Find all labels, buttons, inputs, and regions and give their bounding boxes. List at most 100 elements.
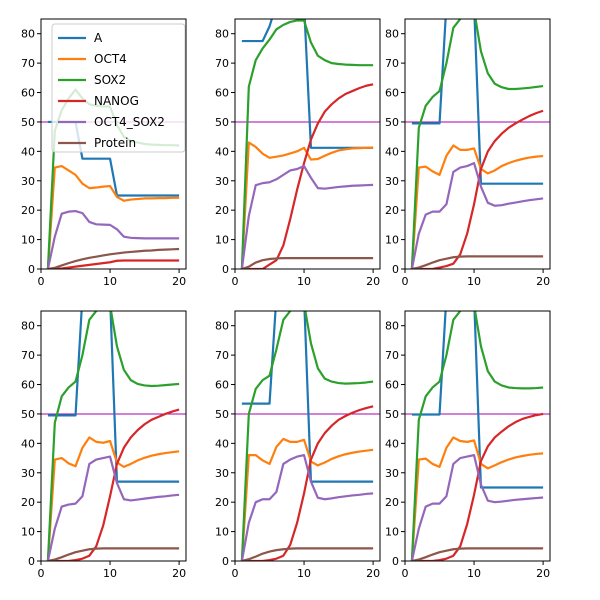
- panel-frame: [234, 310, 381, 562]
- y-tick-label: 40: [215, 145, 229, 158]
- panel-2: 0 10 20 0 10 20 30 40 50 60 70 80: [215, 18, 381, 288]
- legend-label-a: A: [94, 31, 103, 45]
- y-tick-label: 20: [215, 496, 229, 509]
- series-line-oct4: [410, 144, 544, 269]
- legend-label-oct4: OCT4: [94, 52, 127, 66]
- x-tick-label: 10: [467, 275, 481, 288]
- y-tick-label: 80: [385, 28, 399, 41]
- x-tick-label: 10: [297, 567, 311, 580]
- x-tick-label: 20: [536, 567, 550, 580]
- series-group: [240, 311, 374, 561]
- series-line-protein: [47, 247, 180, 269]
- x-tick-label: 0: [232, 567, 239, 580]
- series-line-sox2: [240, 311, 374, 561]
- x-tick-label: 0: [402, 275, 409, 288]
- y-tick-label: 20: [21, 204, 35, 217]
- x-tick-label: 10: [103, 567, 117, 580]
- y-tick-label: 10: [385, 234, 399, 247]
- panel-4: 0 10 20 0 10 20 30 40 50 60 70 80: [21, 310, 187, 580]
- y-tick-label: 20: [21, 496, 35, 509]
- y-tick-label: 10: [385, 526, 399, 539]
- legend-label-sox2: SOX2: [94, 73, 126, 87]
- series-line-nanog: [47, 408, 180, 561]
- series-line-oct4-sox2: [46, 209, 180, 269]
- y-tick-label: 40: [21, 437, 35, 450]
- legend-label-oct4-sox2: OCT4_SOX2: [94, 115, 165, 129]
- x-tick-label: 10: [103, 275, 117, 288]
- y-tick-label: 30: [385, 175, 399, 188]
- y-tick-label: 60: [385, 87, 399, 100]
- panel-frame: [404, 18, 551, 270]
- series-line-protein: [241, 547, 374, 561]
- y-tick-label: 0: [222, 555, 229, 568]
- y-tick-label: 50: [21, 116, 35, 129]
- y-tick-label: 20: [385, 204, 399, 217]
- y-tick-label: 0: [392, 555, 399, 568]
- x-tick-label: 20: [172, 275, 186, 288]
- series-line-oct4: [240, 141, 374, 269]
- series-line-sox2: [410, 311, 544, 561]
- y-tick-label: 10: [21, 234, 35, 247]
- panel-5: 0 10 20 0 10 20 30 40 50 60 70 80: [215, 310, 381, 580]
- x-tick-label: 20: [366, 567, 380, 580]
- panel-1: 0 10 20 0 10 20 30 40 50 60 70 80 A OCT4 SOX2 NANOG OCT4…: [21, 18, 187, 288]
- series-group: [46, 311, 180, 561]
- panel-frame: [404, 310, 551, 562]
- series-line-oct4: [46, 436, 180, 561]
- y-tick-label: 40: [385, 145, 399, 158]
- legend-box: [51, 23, 186, 153]
- series-line-oct4: [410, 436, 544, 561]
- y-tick-label: 80: [215, 28, 229, 41]
- y-tick-label: 80: [21, 320, 35, 333]
- series-line-oct4-sox2: [410, 454, 544, 561]
- y-tick-label: 0: [392, 263, 399, 276]
- series-group: [410, 311, 544, 561]
- y-tick-label: 80: [385, 320, 399, 333]
- series-line-protein: [47, 547, 180, 561]
- series-line-a: [411, 311, 544, 489]
- y-tick-label: 50: [215, 116, 229, 129]
- legend: A OCT4 SOX2 NANOG OCT4_SOX2 Protein: [51, 23, 186, 153]
- y-tick-label: 40: [215, 437, 229, 450]
- series-line-a: [241, 19, 374, 149]
- y-tick-label: 60: [215, 87, 229, 100]
- y-tick-label: 20: [215, 204, 229, 217]
- y-tick-label: 40: [385, 437, 399, 450]
- series-line-nanog: [241, 83, 374, 269]
- series-line-sox2: [46, 311, 180, 561]
- series-line-sox2: [240, 19, 374, 269]
- series-line-nanog: [47, 259, 180, 269]
- x-tick-label: 10: [467, 567, 481, 580]
- y-tick-label: 10: [215, 526, 229, 539]
- series-group: [240, 19, 374, 269]
- y-tick-label: 30: [385, 467, 399, 480]
- y-tick-label: 70: [385, 349, 399, 362]
- panel-frame: [40, 18, 187, 270]
- series-line-nanog: [241, 405, 374, 561]
- x-tick-label: 20: [366, 275, 380, 288]
- y-tick-label: 60: [385, 379, 399, 392]
- x-tick-label: 20: [536, 275, 550, 288]
- panel-frame: [234, 18, 381, 270]
- x-tick-label: 20: [172, 567, 186, 580]
- series-line-a: [47, 311, 180, 483]
- y-tick-label: 30: [21, 467, 35, 480]
- series-line-oct4: [46, 164, 180, 269]
- series-line-protein: [411, 547, 544, 561]
- y-tick-label: 70: [215, 349, 229, 362]
- series-line-oct4-sox2: [410, 162, 544, 269]
- y-tick-label: 30: [215, 175, 229, 188]
- y-tick-label: 70: [21, 349, 35, 362]
- panel-3: 0 10 20 0 10 20 30 40 50 60 70 80: [385, 18, 551, 288]
- y-tick-label: 60: [21, 379, 35, 392]
- series-line-nanog: [411, 109, 544, 269]
- y-tick-label: 80: [21, 28, 35, 41]
- y-tick-label: 70: [215, 57, 229, 70]
- y-tick-label: 0: [28, 263, 35, 276]
- x-tick-label: 0: [232, 275, 239, 288]
- y-tick-label: 50: [21, 408, 35, 421]
- y-tick-label: 60: [21, 87, 35, 100]
- series-line-oct4: [240, 437, 374, 561]
- series-line-oct4-sox2: [46, 455, 180, 561]
